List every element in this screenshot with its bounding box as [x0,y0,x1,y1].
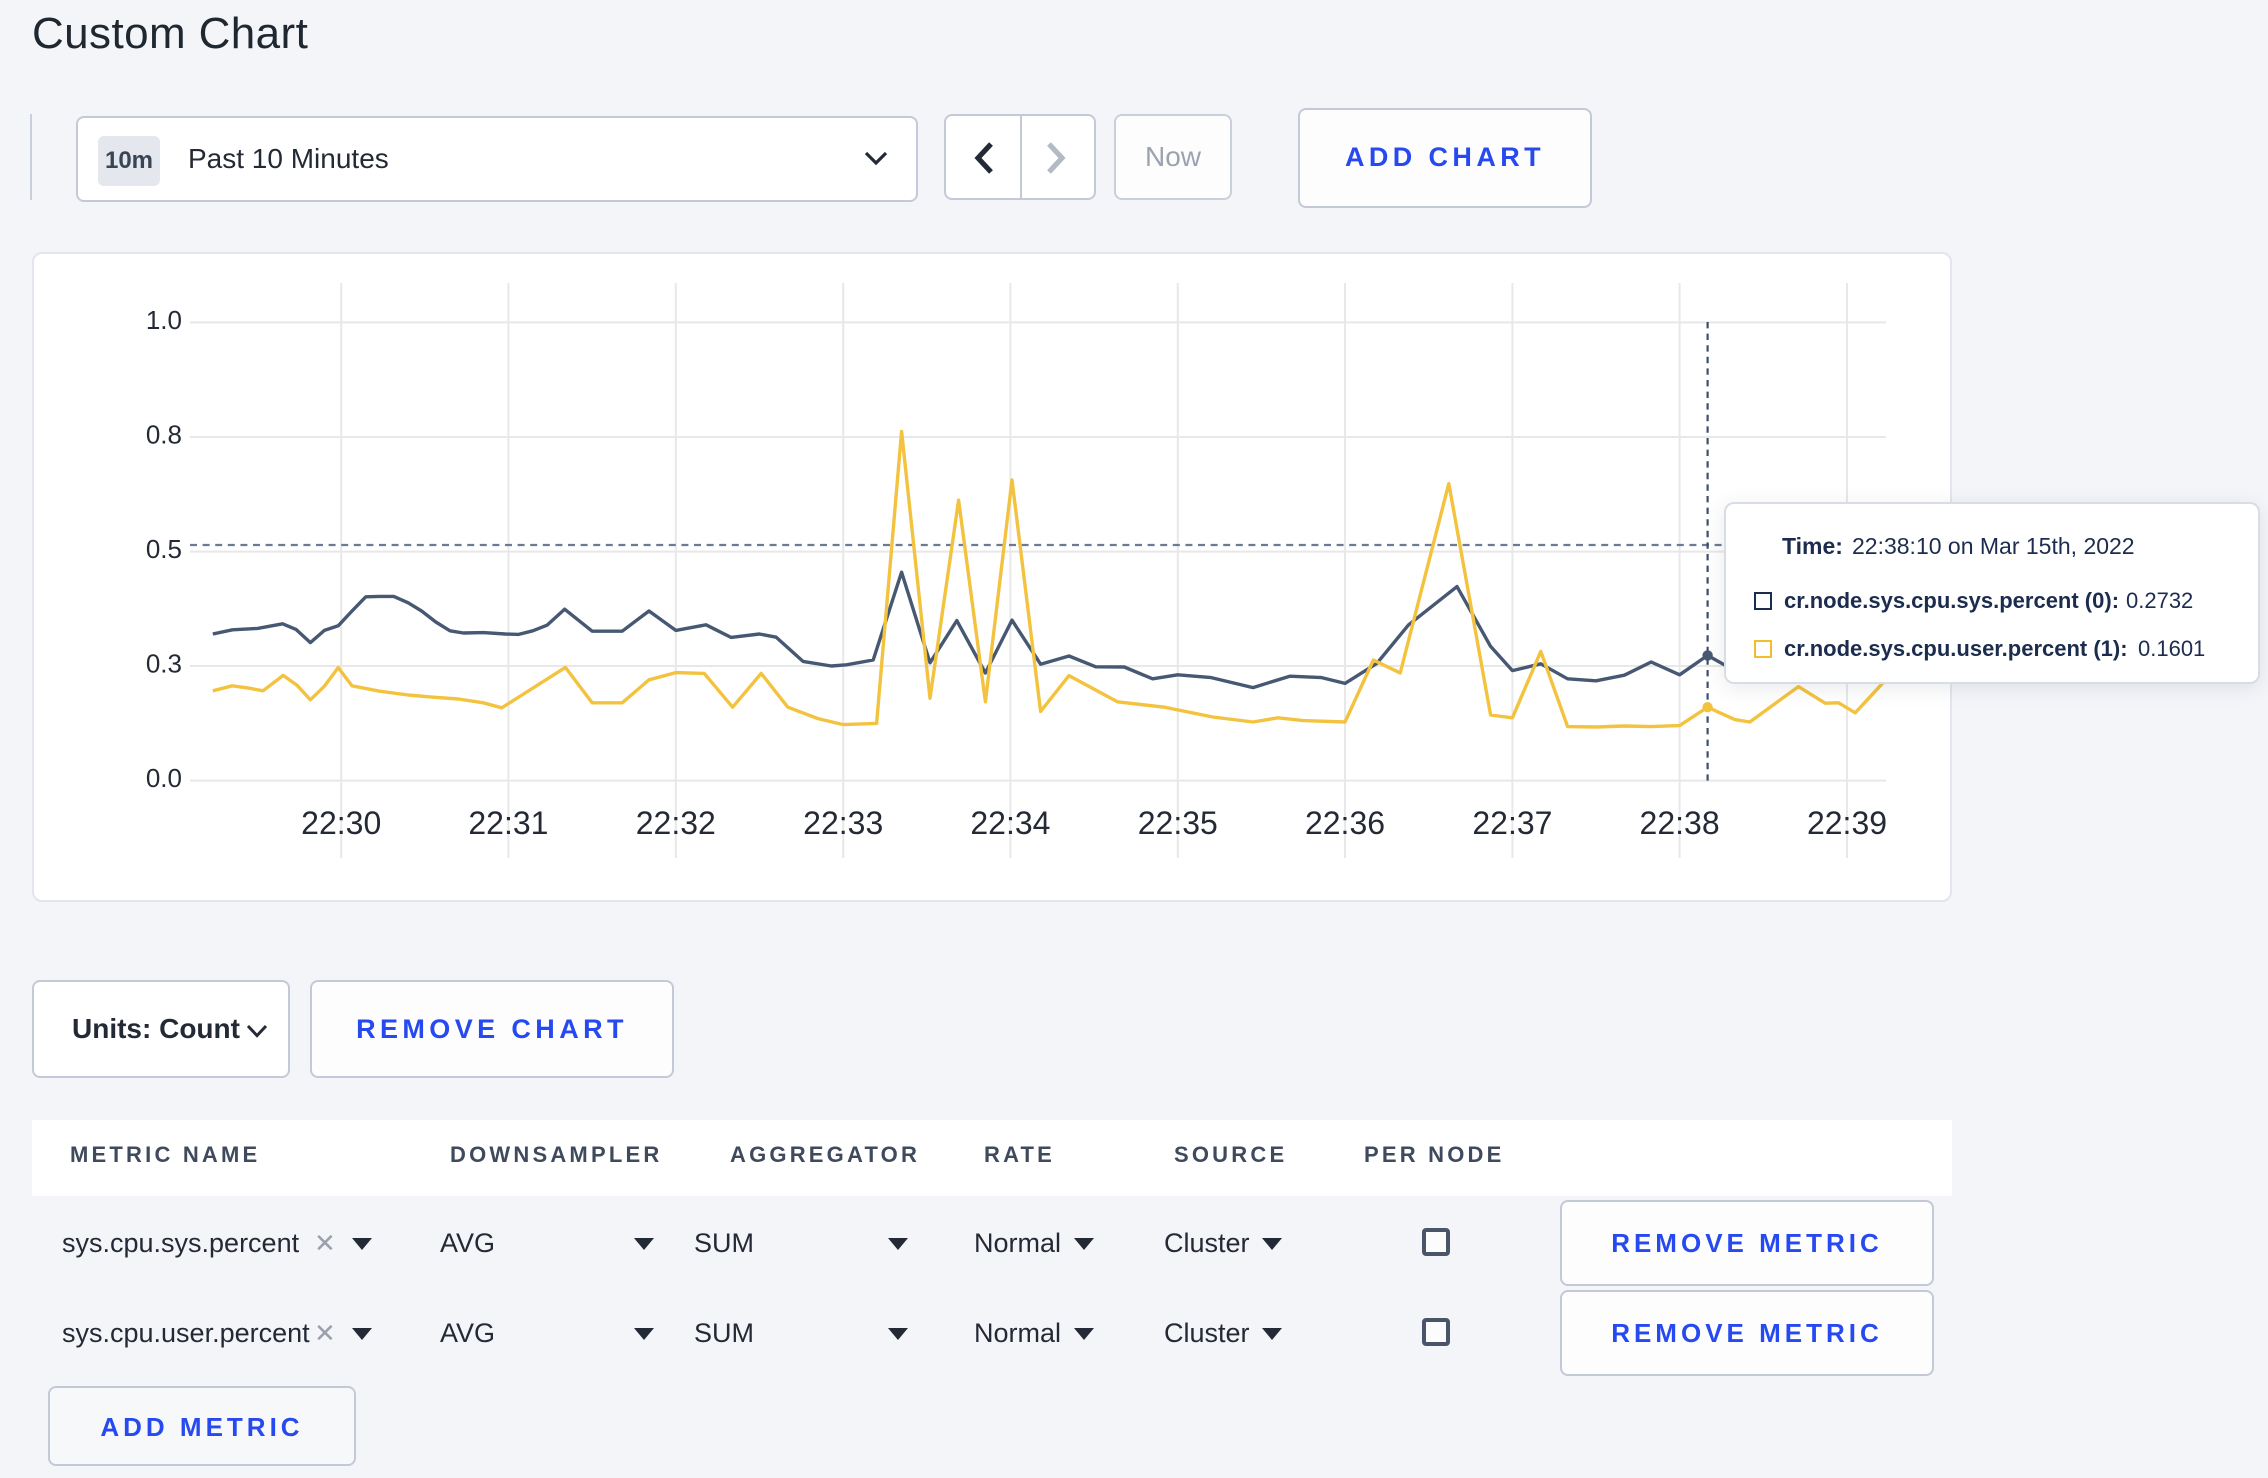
svg-text:0.5: 0.5 [146,533,182,563]
svg-text:0.0: 0.0 [146,762,182,792]
svg-text:1.0: 1.0 [146,304,182,334]
svg-text:22:36: 22:36 [1305,804,1385,840]
svg-text:0.8: 0.8 [146,418,182,448]
svg-text:22:38: 22:38 [1640,804,1720,840]
svg-text:22:30: 22:30 [301,804,381,840]
svg-text:22:33: 22:33 [803,804,883,840]
svg-text:22:31: 22:31 [468,804,548,840]
svg-text:22:37: 22:37 [1472,804,1552,840]
svg-text:22:34: 22:34 [970,804,1050,840]
svg-text:0.3: 0.3 [146,647,182,677]
svg-text:22:39: 22:39 [1807,804,1887,840]
svg-text:22:32: 22:32 [636,804,716,840]
svg-text:22:35: 22:35 [1138,804,1218,840]
